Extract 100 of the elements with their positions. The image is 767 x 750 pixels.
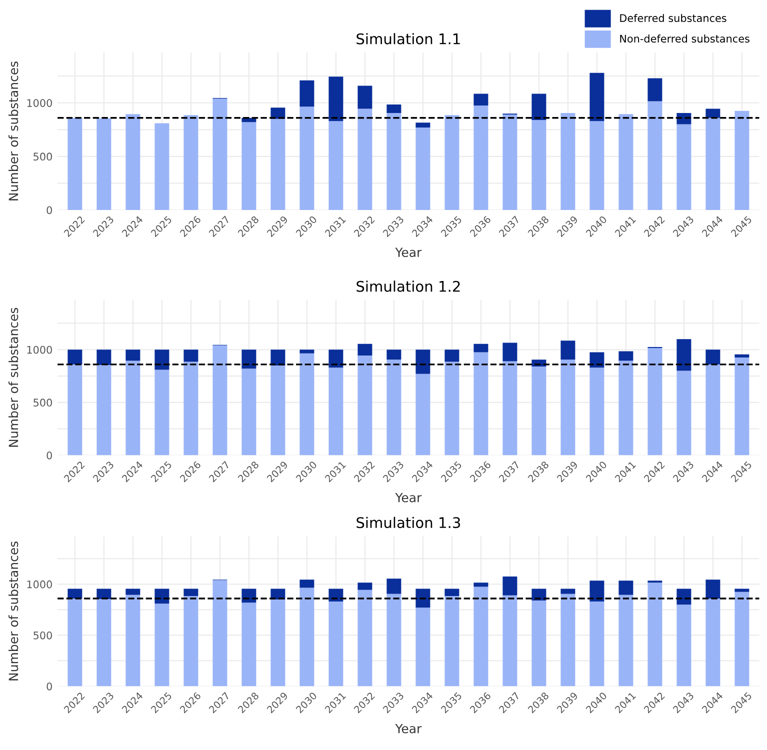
bar: [68, 118, 82, 210]
y-axis-title: Number of substances: [8, 542, 18, 680]
y-axis-title: Number of substances: [8, 308, 18, 447]
bar: [386, 360, 402, 456]
bar: [618, 351, 634, 361]
bar: [68, 598, 82, 686]
bar: [358, 344, 372, 356]
y-tick-label: 0: [46, 451, 52, 460]
bar: [96, 599, 112, 686]
bar: [386, 104, 402, 114]
bar: [560, 360, 576, 456]
bar: [242, 602, 256, 686]
bar: [96, 118, 112, 210]
bar: [648, 101, 662, 210]
bar: [590, 72, 604, 122]
bar: [212, 98, 228, 210]
y-tick-label: 500: [34, 152, 52, 161]
bar: [590, 121, 604, 210]
bar: [358, 590, 372, 686]
bar: [590, 580, 604, 602]
bar: [300, 80, 314, 107]
bar: [358, 86, 372, 109]
bar: [648, 348, 662, 456]
bar: [444, 588, 460, 596]
bar: [502, 576, 518, 596]
bar: [676, 124, 692, 210]
chart-title: Simulation 1.2: [356, 280, 460, 292]
bar: [154, 370, 170, 456]
bar: [502, 114, 518, 210]
bar: [126, 114, 140, 210]
bar: [212, 580, 228, 686]
bar: [532, 120, 546, 210]
bar: [676, 370, 692, 456]
bar: [212, 345, 228, 456]
bar: [358, 355, 372, 456]
y-tick-label: 0: [46, 682, 52, 690]
bar: [300, 580, 314, 588]
bar: [474, 582, 488, 587]
bar: [68, 350, 82, 364]
bar: [648, 78, 662, 102]
bar: [734, 588, 750, 592]
bar: [184, 596, 198, 686]
bar: [270, 600, 286, 686]
bar: [618, 580, 634, 595]
bar: [242, 350, 256, 369]
y-tick-label: 1000: [27, 99, 52, 107]
bar: [706, 108, 720, 118]
x-axis-title: Year: [395, 724, 422, 734]
bar: [416, 588, 430, 608]
bar: [560, 113, 576, 210]
bar: [328, 350, 344, 368]
bar: [618, 594, 634, 686]
legend-label: Non-deferred substances: [620, 34, 750, 43]
bar: [386, 578, 402, 594]
bar: [300, 350, 314, 354]
bar: [734, 110, 750, 210]
bar: [444, 350, 460, 362]
bar: [502, 595, 518, 686]
bar: [184, 115, 198, 210]
bar: [96, 364, 112, 456]
bar: [126, 360, 140, 456]
bar: [676, 604, 692, 686]
bar: [618, 360, 634, 456]
bar: [242, 368, 256, 456]
bar: [706, 350, 720, 364]
y-tick-label: 1000: [27, 346, 52, 354]
x-axis-title: Year: [395, 492, 422, 502]
bar: [474, 106, 488, 210]
bar: [590, 602, 604, 686]
chart-title: Simulation 1.3: [356, 516, 460, 528]
bar: [474, 352, 488, 456]
bar: [184, 350, 198, 362]
bar: [126, 594, 140, 686]
bar: [386, 113, 402, 210]
bar: [358, 108, 372, 210]
bar: [270, 118, 286, 210]
bar: [734, 358, 750, 456]
bar: [676, 339, 692, 371]
y-axis-title: Number of substances: [8, 62, 18, 200]
bar: [270, 108, 286, 119]
bar: [474, 94, 488, 106]
bar: [474, 344, 488, 352]
bar: [300, 353, 314, 456]
bar: [126, 588, 140, 595]
bar: [560, 594, 576, 686]
bar: [416, 374, 430, 456]
bar: [560, 588, 576, 594]
bar: [706, 118, 720, 210]
bar: [68, 588, 82, 598]
bar: [444, 596, 460, 686]
bar: [154, 350, 170, 370]
legend-label: Deferred substances: [620, 14, 726, 22]
bar: [706, 598, 720, 686]
bar: [532, 366, 546, 456]
bar: [706, 364, 720, 456]
bar: [648, 582, 662, 686]
y-tick-label: 0: [46, 206, 52, 214]
bar: [68, 364, 82, 456]
bar: [242, 122, 256, 210]
bar: [270, 365, 286, 456]
